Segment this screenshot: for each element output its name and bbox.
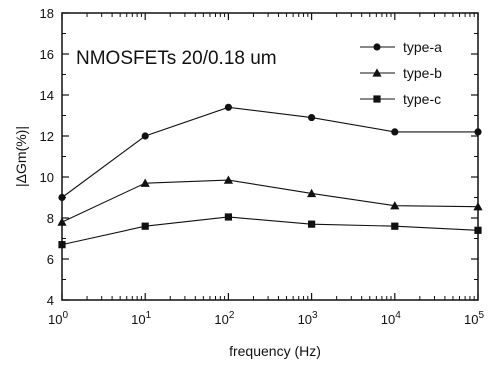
x-tick-base: 10: [298, 312, 312, 327]
x-tick-base: 10: [131, 312, 145, 327]
legend-marker-type-a: [373, 43, 381, 51]
series-type-b: [57, 175, 483, 226]
data-point-type-b: [223, 175, 233, 184]
data-point-type-a: [308, 113, 316, 122]
series-layer: [57, 103, 483, 249]
x-tick-label: 100: [48, 310, 68, 327]
y-tick-label: 10: [40, 170, 54, 185]
y-tick-label: 16: [40, 47, 54, 62]
data-point-type-c: [391, 222, 399, 230]
y-tick-label: 8: [47, 211, 54, 226]
y-tick-label: 14: [40, 88, 54, 103]
legend-item-type-c: type-c: [360, 91, 441, 107]
x-axis-ticks: 100 101 102 103 104 105: [48, 13, 484, 327]
y-tick-label: 4: [47, 293, 54, 308]
data-point-type-b: [140, 178, 150, 187]
legend-label: type-a: [403, 39, 442, 55]
x-tick-exponent: 3: [312, 310, 318, 321]
series-type-c: [58, 213, 482, 249]
y-axis-title: |ΔGm(%)|: [13, 126, 29, 187]
data-point-type-c: [141, 222, 149, 230]
x-tick-label: 101: [131, 310, 151, 327]
data-point-type-c: [224, 213, 232, 221]
series-line-type-b: [61, 179, 479, 223]
legend-label: type-c: [403, 91, 441, 107]
legend-marker-type-b: [372, 68, 382, 77]
x-tick-exponent: 2: [229, 310, 235, 321]
plot-frame: [61, 12, 479, 301]
y-tick-label: 12: [40, 129, 54, 144]
x-tick-exponent: 5: [478, 310, 484, 321]
chart-annotation: NMOSFETs 20/0.18 um: [76, 48, 277, 69]
x-tick-exponent: 1: [146, 310, 152, 321]
x-tick-base: 10: [381, 312, 395, 327]
x-tick-exponent: 4: [395, 310, 401, 321]
legend-item-type-a: type-a: [360, 39, 442, 55]
y-tick-label: 18: [40, 6, 54, 21]
series-type-a: [58, 103, 482, 202]
x-tick-base: 10: [464, 312, 478, 327]
x-tick-label: 103: [298, 310, 318, 327]
legend-item-type-b: type-b: [360, 65, 442, 81]
legend-label: type-b: [403, 65, 442, 81]
data-point-type-b: [390, 201, 400, 210]
x-tick-label: 104: [381, 310, 401, 327]
legend: type-a type-b type-c: [360, 39, 442, 107]
x-tick-label: 105: [464, 310, 484, 327]
data-point-type-a: [224, 103, 232, 111]
data-point-type-a: [391, 128, 399, 136]
series-line-type-c: [61, 216, 479, 246]
x-tick-label: 102: [214, 310, 234, 327]
legend-marker-type-c: [373, 95, 381, 103]
x-tick-base: 10: [48, 312, 62, 327]
data-point-type-a: [141, 132, 149, 140]
x-axis-title: frequency (Hz): [229, 343, 321, 359]
x-tick-exponent: 0: [62, 310, 68, 321]
series-line-type-a: [61, 106, 478, 198]
x-tick-base: 10: [214, 312, 228, 327]
data-point-type-c: [308, 220, 316, 228]
data-point-type-b: [307, 188, 317, 198]
y-tick-label: 6: [47, 252, 54, 267]
